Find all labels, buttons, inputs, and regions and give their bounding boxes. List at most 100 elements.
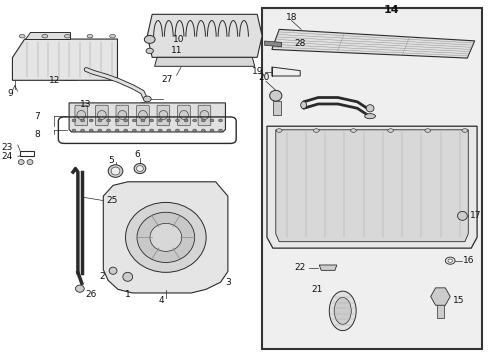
Text: 1: 1 — [125, 290, 131, 299]
Text: 2: 2 — [99, 272, 105, 281]
Ellipse shape — [27, 159, 33, 165]
Ellipse shape — [201, 119, 205, 122]
Polygon shape — [69, 103, 225, 132]
Ellipse shape — [184, 119, 188, 122]
Ellipse shape — [276, 129, 282, 132]
Ellipse shape — [167, 119, 171, 122]
Ellipse shape — [158, 119, 162, 122]
Text: 27: 27 — [161, 75, 172, 84]
Ellipse shape — [132, 129, 136, 132]
Ellipse shape — [158, 129, 162, 132]
Ellipse shape — [72, 119, 76, 122]
Ellipse shape — [98, 129, 102, 132]
Ellipse shape — [134, 163, 146, 174]
Polygon shape — [155, 57, 255, 66]
Text: 24: 24 — [1, 152, 13, 161]
Ellipse shape — [175, 119, 179, 122]
Text: 19: 19 — [251, 67, 263, 76]
Ellipse shape — [150, 224, 182, 251]
Text: 11: 11 — [171, 46, 182, 55]
Text: 4: 4 — [158, 296, 164, 305]
Ellipse shape — [334, 297, 351, 324]
Ellipse shape — [124, 119, 128, 122]
Ellipse shape — [81, 129, 85, 132]
Text: 21: 21 — [312, 285, 323, 294]
Ellipse shape — [193, 119, 196, 122]
Ellipse shape — [159, 111, 168, 120]
Text: 9: 9 — [7, 89, 13, 98]
Text: 7: 7 — [34, 112, 40, 121]
Ellipse shape — [314, 129, 319, 132]
Text: 20: 20 — [258, 73, 269, 82]
Text: 25: 25 — [106, 196, 118, 205]
Ellipse shape — [462, 129, 468, 132]
Ellipse shape — [270, 90, 282, 101]
Ellipse shape — [19, 35, 25, 38]
Ellipse shape — [89, 129, 93, 132]
FancyBboxPatch shape — [157, 105, 170, 126]
Ellipse shape — [175, 129, 179, 132]
FancyBboxPatch shape — [75, 105, 88, 126]
Text: 6: 6 — [135, 150, 140, 159]
Ellipse shape — [201, 129, 205, 132]
Text: 10: 10 — [173, 35, 185, 44]
Ellipse shape — [301, 102, 307, 109]
Ellipse shape — [108, 165, 123, 177]
Text: 3: 3 — [225, 278, 231, 287]
Polygon shape — [265, 41, 282, 47]
Text: 13: 13 — [79, 100, 91, 109]
Ellipse shape — [200, 111, 209, 120]
Polygon shape — [24, 32, 70, 39]
Text: 15: 15 — [453, 296, 464, 305]
Polygon shape — [431, 288, 450, 305]
Ellipse shape — [123, 273, 133, 281]
Polygon shape — [147, 14, 262, 57]
Ellipse shape — [445, 257, 455, 264]
Ellipse shape — [139, 111, 147, 120]
Ellipse shape — [115, 119, 119, 122]
Ellipse shape — [141, 129, 145, 132]
Ellipse shape — [75, 285, 84, 292]
Text: 22: 22 — [295, 264, 306, 273]
Polygon shape — [276, 130, 468, 242]
Polygon shape — [12, 39, 118, 80]
Text: 12: 12 — [49, 76, 60, 85]
Ellipse shape — [106, 129, 110, 132]
Bar — [262, 8, 482, 348]
Ellipse shape — [72, 129, 76, 132]
FancyBboxPatch shape — [198, 105, 211, 126]
Ellipse shape — [145, 36, 155, 43]
Ellipse shape — [458, 211, 467, 220]
Ellipse shape — [149, 129, 153, 132]
Ellipse shape — [109, 267, 117, 274]
Ellipse shape — [329, 291, 356, 330]
Ellipse shape — [77, 111, 86, 120]
Bar — [273, 101, 281, 116]
Text: 14: 14 — [384, 5, 399, 15]
Ellipse shape — [210, 129, 214, 132]
Polygon shape — [272, 30, 475, 58]
Ellipse shape — [137, 212, 195, 262]
Ellipse shape — [115, 129, 119, 132]
Polygon shape — [103, 182, 228, 293]
FancyBboxPatch shape — [177, 105, 190, 126]
Ellipse shape — [18, 159, 24, 165]
Ellipse shape — [149, 119, 153, 122]
Text: 23: 23 — [1, 143, 13, 152]
Ellipse shape — [425, 129, 431, 132]
Ellipse shape — [144, 96, 151, 102]
Ellipse shape — [179, 111, 188, 120]
Ellipse shape — [132, 119, 136, 122]
FancyBboxPatch shape — [137, 105, 149, 126]
Ellipse shape — [98, 111, 106, 120]
Text: 28: 28 — [294, 39, 305, 48]
Ellipse shape — [350, 129, 356, 132]
Ellipse shape — [366, 105, 374, 112]
FancyBboxPatch shape — [116, 105, 129, 126]
Ellipse shape — [210, 119, 214, 122]
Ellipse shape — [137, 166, 144, 171]
Polygon shape — [319, 265, 337, 270]
Ellipse shape — [388, 129, 393, 132]
Text: 26: 26 — [86, 290, 97, 299]
Ellipse shape — [184, 129, 188, 132]
